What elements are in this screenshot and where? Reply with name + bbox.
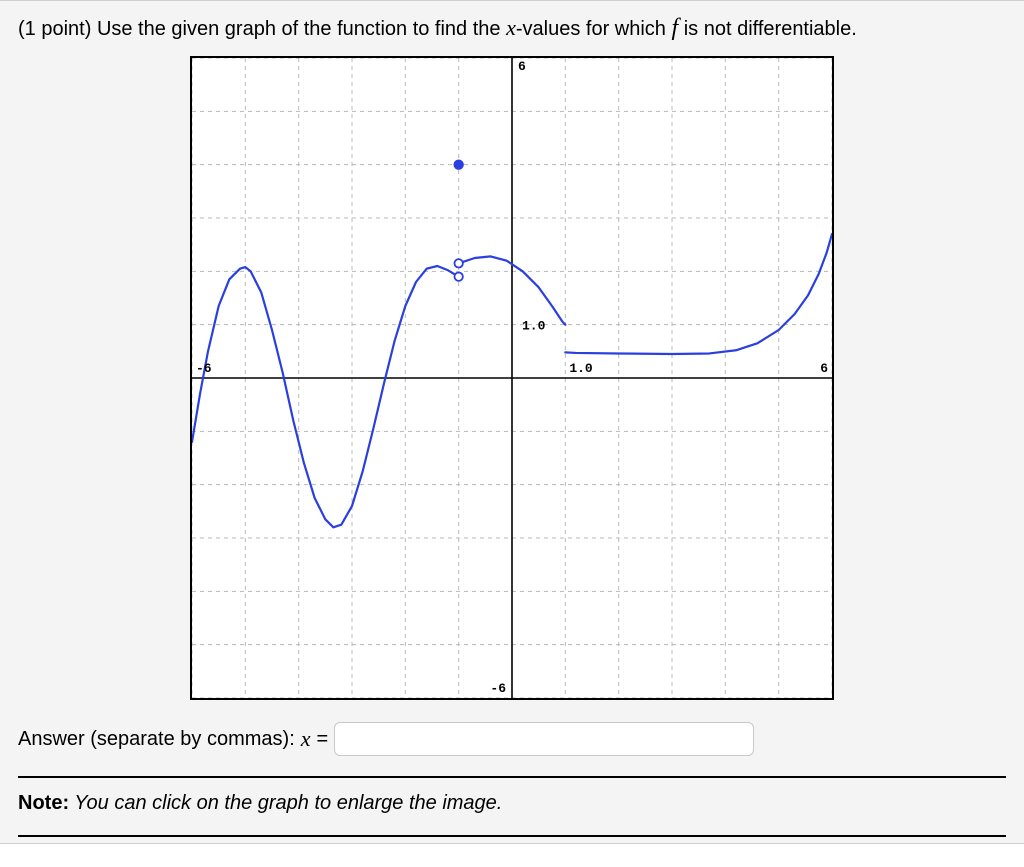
- separator-2: [18, 835, 1006, 837]
- x-symbol: x: [506, 15, 516, 40]
- svg-text:6: 6: [820, 361, 828, 376]
- graph-container: -6 6 6 -6 1.0 1.0: [0, 52, 1024, 712]
- svg-text:-6: -6: [196, 361, 212, 376]
- question-text-part2: -values for which: [516, 18, 672, 40]
- question-panel: (1 point) Use the given graph of the fun…: [0, 0, 1024, 844]
- svg-text:1.0: 1.0: [522, 319, 546, 334]
- answer-var: x: [301, 726, 311, 752]
- svg-text:6: 6: [518, 59, 526, 74]
- note-text: You can click on the graph to enlarge th…: [69, 792, 502, 814]
- answer-equals: =: [317, 728, 329, 751]
- svg-text:-6: -6: [490, 681, 506, 696]
- points-label: (1 point): [18, 18, 97, 40]
- note-row: Note: You can click on the graph to enla…: [0, 784, 1024, 829]
- answer-label: Answer (separate by commas):: [18, 728, 295, 751]
- graph-plot[interactable]: -6 6 6 -6 1.0 1.0: [190, 56, 834, 700]
- separator-1: [18, 776, 1006, 778]
- question-text-part1: Use the given graph of the function to f…: [97, 18, 506, 40]
- svg-text:1.0: 1.0: [569, 361, 593, 376]
- note-bold: Note:: [18, 792, 69, 814]
- graph-svg: -6 6 6 -6 1.0 1.0: [192, 58, 832, 698]
- answer-input[interactable]: [334, 722, 754, 756]
- question-text-part3: is not differentiable.: [678, 18, 857, 40]
- answer-row: Answer (separate by commas): x =: [0, 712, 1024, 770]
- question-text: (1 point) Use the given graph of the fun…: [0, 1, 1024, 52]
